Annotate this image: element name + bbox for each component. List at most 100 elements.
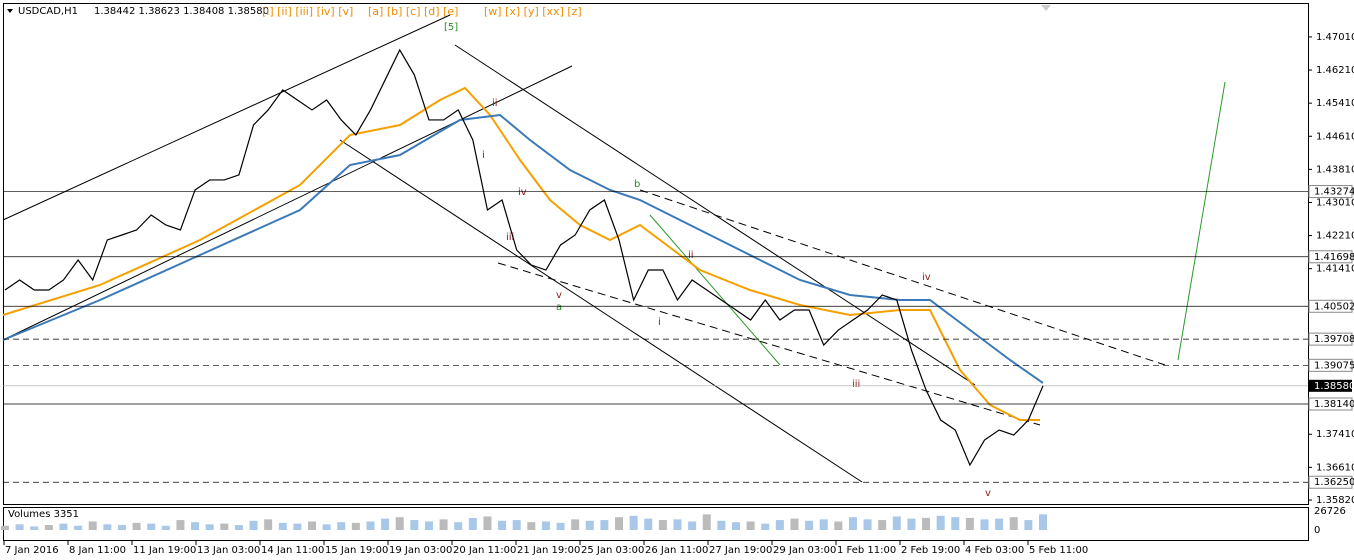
volume-bar xyxy=(234,525,243,530)
volume-bar xyxy=(805,520,814,530)
volume-bar xyxy=(571,519,580,530)
volume-bar xyxy=(15,524,24,530)
volume-bar xyxy=(147,523,156,530)
volume-bar xyxy=(322,524,331,530)
y-tick-label: 1.42210 xyxy=(1316,231,1354,242)
wave-menu[interactable]: [i] [ii] [iii] [iv] [v] xyxy=(262,5,353,18)
level-label: 1.38140 xyxy=(1314,399,1354,410)
wave-label: iv xyxy=(922,272,931,283)
x-tick-label: 20 Jan 11:00 xyxy=(453,545,516,556)
x-tick-label: 13 Jan 03:00 xyxy=(197,545,260,556)
volume-bar xyxy=(351,522,360,530)
volume-bar xyxy=(161,525,170,530)
volume-bar xyxy=(59,523,68,530)
volume-bar xyxy=(337,522,346,530)
wave-menu[interactable]: [w] [x] [y] [xx] [z] xyxy=(484,5,582,18)
wave-label: ii xyxy=(492,98,498,109)
current-price-box xyxy=(1309,379,1352,392)
x-tick-label: 25 Jan 03:00 xyxy=(581,545,644,556)
level-box xyxy=(1308,299,1353,313)
volume-bar xyxy=(132,522,141,530)
level-box xyxy=(1308,185,1353,199)
volume-bar xyxy=(834,521,843,530)
wave-menu[interactable]: [a] [b] [c] [d] [e] xyxy=(368,5,458,18)
volume-bar xyxy=(644,518,653,530)
symbol-info: USDCAD,H1 xyxy=(18,6,78,17)
volume-bar xyxy=(892,516,901,530)
volume-bar xyxy=(366,521,375,530)
volume-bar xyxy=(293,523,302,530)
x-tick-label: 29 Jan 03:00 xyxy=(773,545,836,556)
price-line xyxy=(4,48,1044,467)
level-label: 1.36250 xyxy=(1314,477,1354,488)
x-tick-label: 2 Feb 19:00 xyxy=(901,545,960,556)
scroll-arrow[interactable] xyxy=(1041,5,1051,11)
menu-arrow[interactable] xyxy=(7,9,13,13)
y-tick-label: 1.37410 xyxy=(1316,429,1354,440)
volume-bar xyxy=(951,517,960,530)
volume-bar xyxy=(600,520,609,530)
moving-average-slow xyxy=(2,113,1044,384)
moving-average-fast xyxy=(2,86,1040,421)
volume-bar xyxy=(980,519,989,530)
volume-bar xyxy=(673,519,682,530)
volume-bar xyxy=(556,522,565,530)
volume-bar xyxy=(775,520,784,530)
volume-bar xyxy=(615,517,624,530)
level-label: 1.43274 xyxy=(1314,187,1354,198)
volume-bar xyxy=(468,517,477,530)
wave-label: ii xyxy=(688,250,694,261)
volume-bar xyxy=(117,525,126,530)
volume-bar xyxy=(717,520,726,530)
volume-bar xyxy=(702,514,711,530)
x-tick-label: 5 Feb 11:00 xyxy=(1029,545,1088,556)
volume-bar xyxy=(848,517,857,530)
volume-bar xyxy=(878,520,887,530)
y-tick-label: 1.41410 xyxy=(1316,264,1354,275)
volume-bar xyxy=(907,518,916,530)
volume-bar xyxy=(176,520,185,530)
volume-bar xyxy=(439,519,448,530)
y-tick-label: 1.45410 xyxy=(1316,98,1354,109)
volume-bar xyxy=(790,518,799,530)
volume-frame xyxy=(3,507,1309,541)
x-tick-label: 15 Jan 19:00 xyxy=(325,545,388,556)
projection-line xyxy=(649,214,781,366)
volume-bar xyxy=(308,521,317,530)
wave-label: v xyxy=(985,488,991,499)
y-tick-label: 1.47010 xyxy=(1316,32,1354,43)
volume-bar xyxy=(965,517,974,530)
projection-line xyxy=(1177,81,1226,361)
volume-bar xyxy=(74,525,83,530)
volume-bar xyxy=(512,520,521,530)
volume-bar xyxy=(922,517,931,530)
wave-label: a xyxy=(556,302,562,313)
volume-bar xyxy=(424,521,433,530)
wave-label: iii xyxy=(506,232,514,243)
y-tick-label: 1.43810 xyxy=(1316,164,1354,175)
volume-bar xyxy=(585,520,594,530)
wave-labels: [5] i ii iii iv v a b i ii iii iv v xyxy=(444,22,991,499)
wave-label: [5] xyxy=(444,22,458,33)
volume-bar xyxy=(761,523,770,530)
volume-bar xyxy=(629,515,638,530)
trend-line xyxy=(497,262,1041,426)
y-tick-label: 1.35820 xyxy=(1316,495,1354,506)
wave-label: i xyxy=(482,150,485,161)
x-tick-label: 26 Jan 11:00 xyxy=(645,545,708,556)
y-tick-label: 1.36610 xyxy=(1316,462,1354,473)
volume-bar xyxy=(30,526,39,530)
wave-label: iv xyxy=(518,187,527,198)
level-box xyxy=(1308,250,1353,264)
volume-bar xyxy=(103,524,112,530)
volume-bar xyxy=(1039,514,1047,530)
trend-line xyxy=(339,139,863,483)
wave-label: b xyxy=(634,179,640,190)
volume-bar xyxy=(527,522,536,530)
y-tick-label: 1.46210 xyxy=(1316,65,1354,76)
volume-bar xyxy=(410,520,419,530)
level-box xyxy=(1308,475,1353,489)
ohlc: 1.38442 1.38623 1.38408 1.38580 xyxy=(94,6,269,17)
